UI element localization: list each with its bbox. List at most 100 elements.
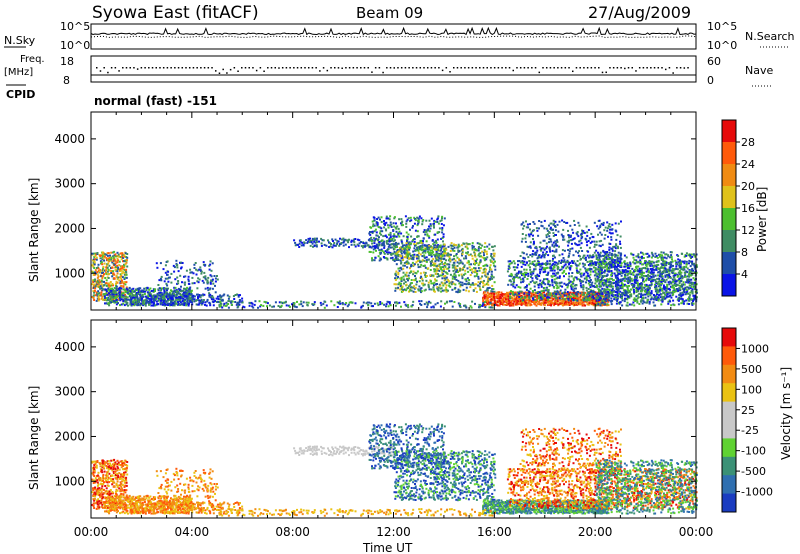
power-echo-cell [95,256,98,259]
power-echo-cell [453,258,456,260]
power-echo-cell [402,271,405,274]
power-echo-cell [590,294,592,297]
power-echo-cell [670,265,673,268]
power-echo-cell [437,246,440,249]
power-echo-cell [453,261,456,264]
power-echo-cell [455,270,458,273]
power-echo-cell [167,299,169,302]
power-echo-cell [425,240,428,243]
power-echo-cell [91,283,94,286]
power-echo-cell [623,292,626,294]
power-echo-cell [460,268,463,271]
power-echo-cell [427,258,430,261]
power-echo-cell [663,295,666,298]
power-echo-cell [635,289,638,292]
power-echo-cell [395,274,398,277]
power-echo-cell [410,257,413,260]
power-echo-cell [536,273,539,276]
power-echo-cell [538,254,541,257]
power-echo-cell [452,244,455,247]
power-echo-cell [426,244,428,247]
power-echo-cell [163,297,166,300]
power-echo-cell [451,281,454,284]
power-echo-cell [514,293,517,296]
power-echo-cell [540,255,543,258]
power-echo-cell [336,239,339,242]
power-echo-cell [408,243,411,246]
power-echo-cell [110,301,113,303]
power-echo-cell [201,294,204,297]
power-echo-cell [552,295,555,298]
power-echo-cell [604,234,607,236]
power-echo-cell [238,301,241,303]
power-echo-cell [482,284,485,287]
power-echo-cell [678,284,681,287]
power-echo-cell [546,288,549,291]
power-echo-cell [498,291,501,294]
power-echo-cell [471,282,474,285]
power-echo-cell [552,219,555,222]
power-echo-cell [109,281,112,283]
power-echo-cell [98,279,101,282]
power-echo-cell [586,269,589,272]
power-echo-cell [187,280,190,283]
power-echo-cell [107,287,110,290]
power-echo-cell [417,219,420,222]
power-echo-cell [585,275,588,278]
power-echo-cell [163,299,166,302]
power-echo-cell [130,292,133,295]
nave-dot [668,67,671,69]
power-echo-cell [558,254,561,257]
power-echo-cell [541,281,543,284]
power-echo-cell [390,226,393,228]
power-echo-cell [526,284,528,287]
power-echo-cell [591,256,594,259]
power-echo-cell [427,228,430,231]
power-echo-cell [97,286,100,288]
power-echo-cell [125,273,128,276]
power-echo-cell [598,301,601,304]
power-echo-cell [582,301,585,304]
power-echo-cell [600,239,603,242]
power-echo-cell [466,277,469,280]
power-echo-cell [576,272,579,274]
power-echo-cell [148,301,151,304]
power-echo-cell [535,253,537,256]
power-echo-cell [455,290,458,293]
power-echo-cell [587,288,590,290]
power-echo-cell [542,247,545,250]
nave-dot [348,67,351,69]
power-echo-cell [452,269,455,272]
power-echo-cell [409,228,411,231]
nave-dot [419,67,422,69]
nave-dot [185,67,187,69]
power-echo-cell [459,283,462,286]
power-echo-cell [553,269,556,272]
power-echo-cell [679,273,682,276]
power-echo-cell [116,301,119,303]
power-echo-cell [115,266,117,268]
power-echo-cell [530,276,532,278]
power-echo-cell [394,243,397,246]
power-echo-cell [510,272,513,275]
power-echo-cell [109,293,112,296]
nave-dot [512,69,514,72]
power-echo-cell [144,299,147,302]
power-echo-cell [550,294,553,297]
power-echo-cell [599,231,602,234]
power-echo-cell [490,253,493,255]
power-echo-cell [407,233,410,236]
power-echo-cell [425,259,428,262]
power-echo-cell [593,293,596,296]
power-echo-cell [453,243,455,246]
power-echo-cell [493,296,495,298]
power-echo-cell [198,278,201,281]
power-echo-cell [204,287,207,290]
power-echo-cell [110,299,113,302]
nave-dot [415,67,418,69]
power-echo-cell [110,284,113,287]
power-echo-cell [141,291,144,294]
power-echo-cell [105,273,108,275]
power-echo-cell [433,226,435,229]
power-echo-cell [179,293,182,295]
